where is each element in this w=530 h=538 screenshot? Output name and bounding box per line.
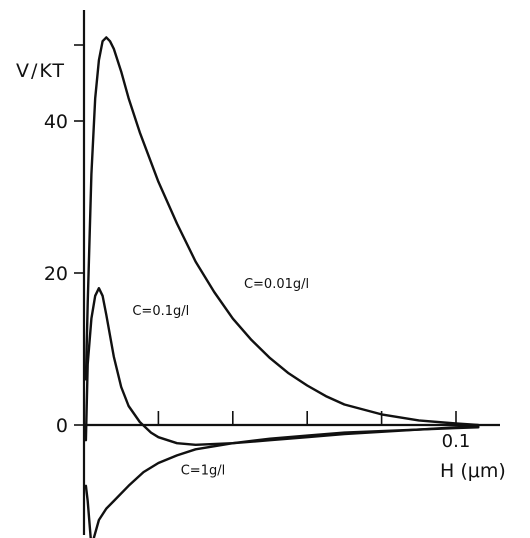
y-tick-label: 0 [56, 415, 68, 437]
series-label-1: C=0.01g/l [244, 277, 309, 292]
series-line-1 [84, 36, 480, 427]
y-tick-label: 20 [44, 263, 68, 285]
x-tick-label: 0.1 [442, 431, 471, 452]
series-label-2: C=0.1g/l [132, 304, 189, 319]
x-axis-label: H (μm) [440, 460, 506, 482]
series-line-2 [84, 287, 480, 446]
series-label-3: C=1g/l [181, 463, 225, 478]
axes [82, 10, 500, 535]
y-axis-label: V/KT [16, 60, 66, 82]
series-line-3 [84, 426, 480, 538]
series-layer: C=0.01g/l C=0.1g/l C=1g/l [84, 36, 480, 538]
y-tick-label: 40 [44, 111, 68, 133]
tick-marks: 0 20 40 0.1 [44, 44, 471, 452]
